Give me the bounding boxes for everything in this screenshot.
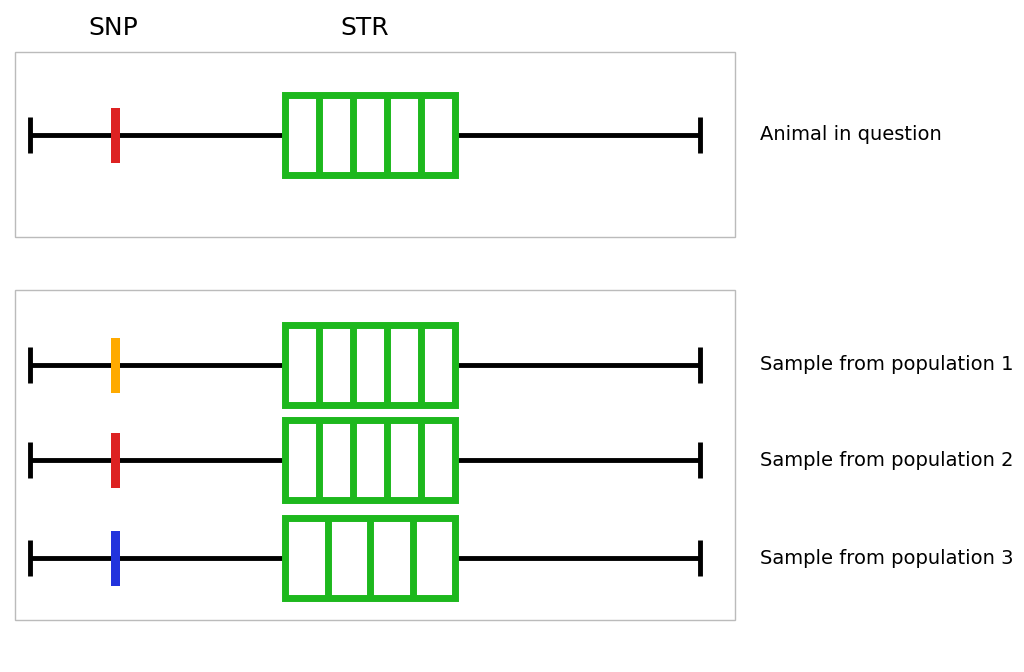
Bar (285, 95, 455, 175)
Bar (111, 530, 120, 585)
Text: Sample from population 3: Sample from population 3 (760, 548, 1014, 567)
Bar (111, 337, 120, 392)
Text: SNP: SNP (88, 16, 138, 40)
Text: Sample from population 1: Sample from population 1 (760, 355, 1014, 374)
Bar (15, 290, 735, 620)
Bar (111, 433, 120, 487)
Bar (111, 108, 120, 163)
Text: Animal in question: Animal in question (760, 126, 942, 144)
Text: Sample from population 2: Sample from population 2 (760, 450, 1014, 470)
Bar (285, 325, 455, 405)
Bar (15, 52, 735, 237)
Text: STR: STR (341, 16, 389, 40)
Bar (285, 518, 455, 598)
Bar (285, 420, 455, 500)
